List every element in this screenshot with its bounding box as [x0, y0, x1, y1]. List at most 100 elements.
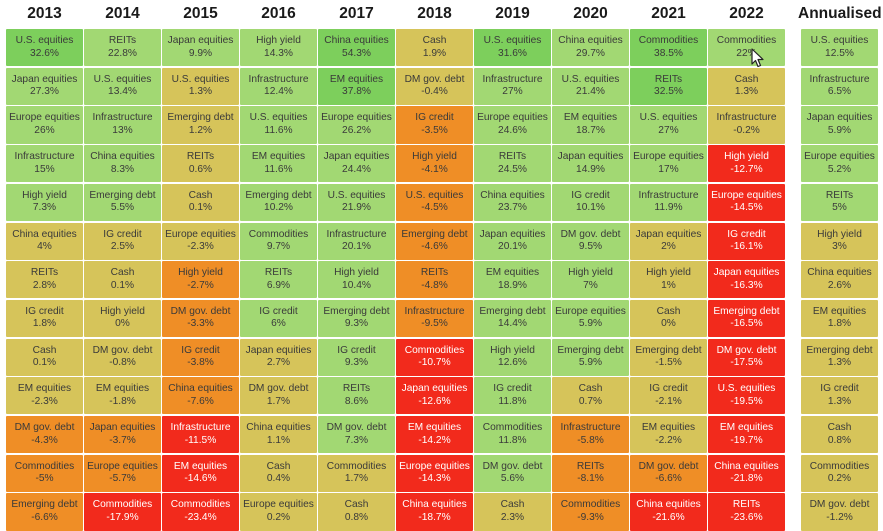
- return-value-label: 5%: [832, 202, 847, 214]
- return-cell: Emerging debt -6.6%: [6, 493, 83, 531]
- asset-class-label: DM gov. debt: [404, 73, 465, 85]
- return-cell: Japan equities -16.3%: [708, 261, 785, 299]
- asset-class-label: High yield: [724, 151, 769, 163]
- return-value-label: 13%: [112, 124, 133, 136]
- asset-class-label: DM gov. debt: [248, 383, 309, 395]
- return-cell: U.S. equities 21.4%: [552, 67, 629, 105]
- asset-class-label: Commodities: [170, 499, 231, 511]
- asset-class-label: China equities: [807, 267, 872, 279]
- asset-class-label: Commodities: [326, 460, 387, 472]
- return-value-label: 9.5%: [578, 241, 603, 252]
- asset-class-label: China equities: [402, 499, 467, 511]
- return-cell: DM gov. debt -3.3%: [162, 299, 239, 338]
- asset-class-label: China equities: [168, 383, 233, 395]
- asset-class-label: Emerging debt: [557, 344, 624, 356]
- return-value-label: -3.7%: [109, 434, 136, 446]
- return-cell: DM gov. debt -17.5%: [708, 338, 785, 376]
- return-cell: Europe equities 17%: [630, 145, 707, 183]
- asset-class-label: Infrastructure: [809, 73, 870, 85]
- return-cell: DM gov. debt 1.7%: [240, 377, 317, 415]
- return-value-label: -16.5%: [730, 318, 763, 330]
- return-cell: REITs -8.1%: [552, 454, 629, 492]
- return-cell: Europe equities 5.9%: [552, 299, 629, 338]
- return-value-label: 2%: [661, 241, 676, 252]
- asset-class-label: High yield: [100, 305, 145, 317]
- return-cell: REITs 2.8%: [6, 261, 83, 299]
- asset-class-label: EM equities: [641, 422, 696, 433]
- return-value-label: 8.6%: [344, 395, 369, 407]
- return-cell: Japan equities 27.3%: [6, 67, 83, 105]
- asset-class-label: Europe equities: [87, 460, 158, 472]
- return-value-label: 0.1%: [188, 202, 213, 214]
- asset-class-label: Japan equities: [479, 228, 546, 240]
- asset-class-label: China equities: [90, 151, 155, 163]
- return-value-label: 5.6%: [500, 473, 525, 485]
- return-value-label: -10.7%: [418, 357, 451, 369]
- return-value-label: -9.5%: [421, 318, 448, 330]
- return-value-label: -2.1%: [655, 395, 682, 407]
- asset-class-label: REITs: [654, 73, 683, 85]
- return-value-label: 29.7%: [576, 47, 605, 59]
- asset-class-label: High yield: [256, 35, 301, 46]
- return-cell: China equities 23.7%: [474, 183, 551, 221]
- return-cell: China equities 54.3%: [318, 29, 395, 67]
- return-value-label: -2.7%: [187, 279, 214, 291]
- return-value-label: 0.1%: [32, 357, 57, 369]
- return-cell: EM equities 18.9%: [474, 261, 551, 299]
- asset-class-label: IG credit: [181, 344, 220, 356]
- return-cell: DM gov. debt -4.3%: [6, 416, 83, 454]
- asset-class-label: Infrastructure: [170, 422, 231, 433]
- return-cell: U.S. equities 1.3%: [162, 67, 239, 105]
- asset-class-label: DM gov. debt: [326, 422, 387, 433]
- asset-class-label: Commodities: [248, 228, 309, 240]
- return-cell: U.S. equities 32.6%: [6, 29, 83, 67]
- asset-class-label: REITs: [108, 35, 137, 46]
- asset-class-label: High yield: [412, 151, 457, 163]
- return-cell: Emerging debt 10.2%: [240, 183, 317, 221]
- asset-class-label: Europe equities: [477, 112, 548, 124]
- asset-class-label: Emerging debt: [323, 305, 390, 317]
- return-value-label: 12.4%: [264, 86, 293, 98]
- asset-class-label: IG credit: [337, 344, 376, 356]
- column-header-2013: 2013: [27, 5, 62, 22]
- return-value-label: 11.8%: [498, 395, 527, 407]
- return-value-label: 21.4%: [576, 86, 605, 98]
- return-value-label: 54.3%: [342, 47, 371, 59]
- asset-class-label: REITs: [825, 189, 854, 201]
- return-value-label: -2.2%: [655, 434, 682, 446]
- asset-class-label: IG credit: [727, 228, 766, 240]
- return-cell: China equities -21.6%: [630, 493, 707, 531]
- asset-class-label: IG credit: [493, 383, 532, 395]
- asset-class-label: Commodities: [716, 35, 777, 46]
- return-cell: Emerging debt 5.5%: [84, 183, 161, 221]
- return-value-label: -19.7%: [730, 434, 763, 446]
- return-value-label: 1.8%: [32, 318, 57, 330]
- return-cell: Commodities -10.7%: [396, 338, 473, 376]
- asset-class-label: IG credit: [649, 383, 688, 395]
- return-value-label: 11.8%: [498, 434, 527, 446]
- return-cell: EM equities 1.8%: [801, 299, 878, 338]
- asset-class-label: Infrastructure: [92, 112, 153, 124]
- asset-class-label: IG credit: [415, 112, 454, 124]
- return-value-label: 2.5%: [110, 241, 135, 252]
- return-value-label: 5.9%: [827, 124, 852, 136]
- return-value-label: 9.7%: [266, 241, 291, 252]
- return-value-label: 0.6%: [188, 163, 213, 175]
- asset-class-label: U.S. equities: [249, 112, 308, 124]
- asset-class-label: Cash: [827, 422, 852, 433]
- asset-class-label: China equities: [324, 35, 389, 46]
- asset-class-label: High yield: [817, 228, 862, 240]
- asset-class-label: Japan equities: [557, 151, 624, 163]
- return-value-label: 7%: [583, 279, 598, 291]
- return-value-label: -4.1%: [421, 163, 448, 175]
- return-cell: U.S. equities 11.6%: [240, 106, 317, 144]
- return-value-label: 27%: [502, 86, 523, 98]
- return-value-label: 12.6%: [498, 357, 527, 369]
- return-value-label: -3.8%: [187, 357, 214, 369]
- return-cell: Japan equities 14.9%: [552, 145, 629, 183]
- return-cell: IG credit -3.5%: [396, 106, 473, 144]
- asset-class-label: Europe equities: [711, 189, 782, 201]
- asset-class-label: Japan equities: [713, 267, 780, 279]
- column-header-2016: 2016: [261, 5, 296, 22]
- return-value-label: 0.2%: [266, 511, 291, 523]
